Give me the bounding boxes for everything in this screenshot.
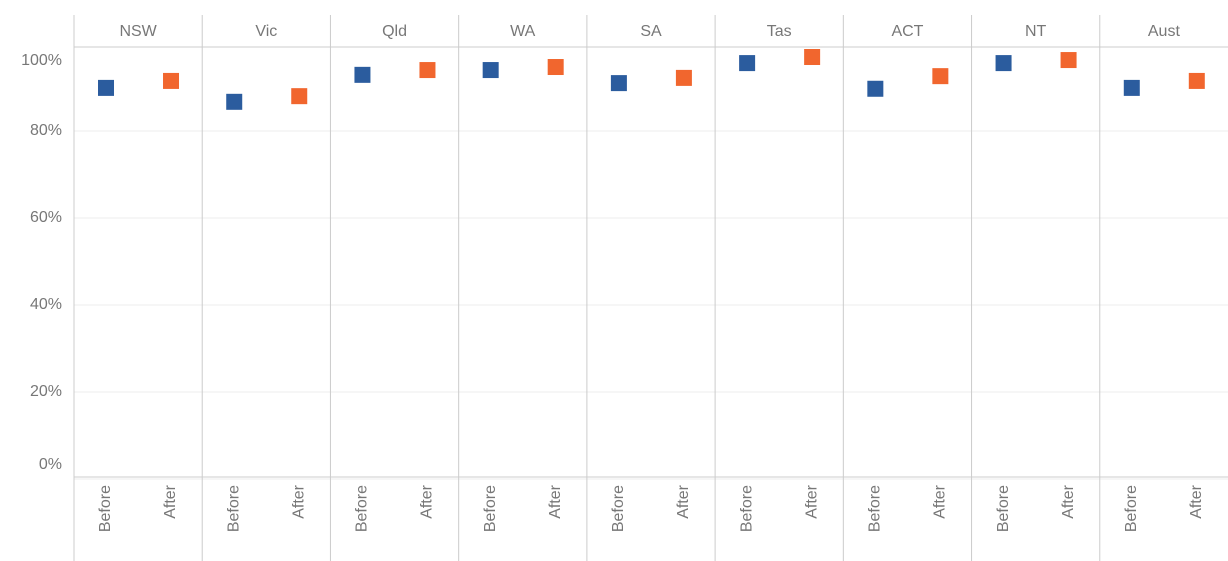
x-tick-label: Before	[610, 485, 627, 532]
dot	[354, 66, 371, 83]
panel-header: Vic	[255, 23, 277, 40]
panel-header: Qld	[382, 23, 407, 40]
dot	[932, 68, 949, 85]
dot	[482, 62, 499, 79]
dot	[675, 69, 692, 86]
dot	[98, 79, 115, 96]
dot	[1123, 79, 1140, 96]
x-tick-label: Before	[354, 485, 371, 532]
dot	[995, 55, 1012, 72]
dot	[1188, 72, 1205, 89]
y-tick-label: 20%	[30, 383, 62, 400]
x-tick-label: Before	[225, 485, 242, 532]
panel-header: WA	[510, 23, 536, 40]
panel-header: Aust	[1148, 23, 1181, 40]
x-tick-label: After	[932, 484, 949, 518]
x-tick-label: After	[290, 484, 307, 518]
x-tick-label: After	[675, 484, 692, 518]
x-tick-label: After	[803, 484, 820, 518]
panel-header: NSW	[119, 23, 157, 40]
x-tick-label: After	[1060, 484, 1077, 518]
dot	[610, 75, 627, 92]
dot	[1060, 52, 1077, 69]
x-tick-label: Before	[995, 485, 1012, 532]
dot	[291, 88, 308, 105]
x-tick-label: Before	[867, 485, 884, 532]
dot	[419, 62, 436, 79]
dot	[547, 59, 564, 76]
dot	[867, 80, 884, 97]
x-tick-label: After	[547, 484, 564, 518]
x-tick-label: After	[419, 484, 436, 518]
panel-header: Tas	[767, 23, 792, 40]
y-tick-label: 0%	[39, 456, 62, 473]
x-tick-label: Before	[1123, 485, 1140, 532]
y-tick-label: 80%	[30, 122, 62, 139]
panel-header: NT	[1025, 23, 1047, 40]
x-tick-label: After	[1188, 484, 1205, 518]
panel-header: SA	[640, 23, 662, 40]
panel-header: ACT	[891, 23, 923, 40]
dot	[226, 93, 243, 110]
y-tick-label: 60%	[30, 209, 62, 226]
dot	[163, 72, 180, 89]
x-tick-label: Before	[738, 485, 755, 532]
dot	[804, 49, 821, 66]
y-tick-label: 100%	[21, 52, 62, 69]
x-tick-label: Before	[482, 485, 499, 532]
dot	[739, 55, 756, 72]
x-tick-label: After	[162, 484, 179, 518]
x-tick-label: Before	[97, 485, 114, 532]
y-tick-label: 40%	[30, 296, 62, 313]
